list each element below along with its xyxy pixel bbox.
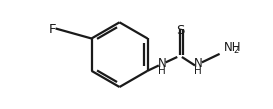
Text: 2: 2 xyxy=(233,46,238,55)
Text: NH: NH xyxy=(224,41,241,54)
Text: H: H xyxy=(158,66,166,76)
Text: S: S xyxy=(176,24,185,37)
Text: H: H xyxy=(194,66,202,76)
Text: N: N xyxy=(158,57,166,70)
Text: F: F xyxy=(49,23,56,36)
Text: N: N xyxy=(194,57,202,70)
